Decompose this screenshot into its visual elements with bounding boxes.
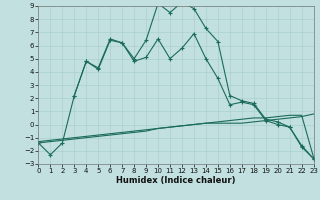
X-axis label: Humidex (Indice chaleur): Humidex (Indice chaleur)	[116, 176, 236, 185]
